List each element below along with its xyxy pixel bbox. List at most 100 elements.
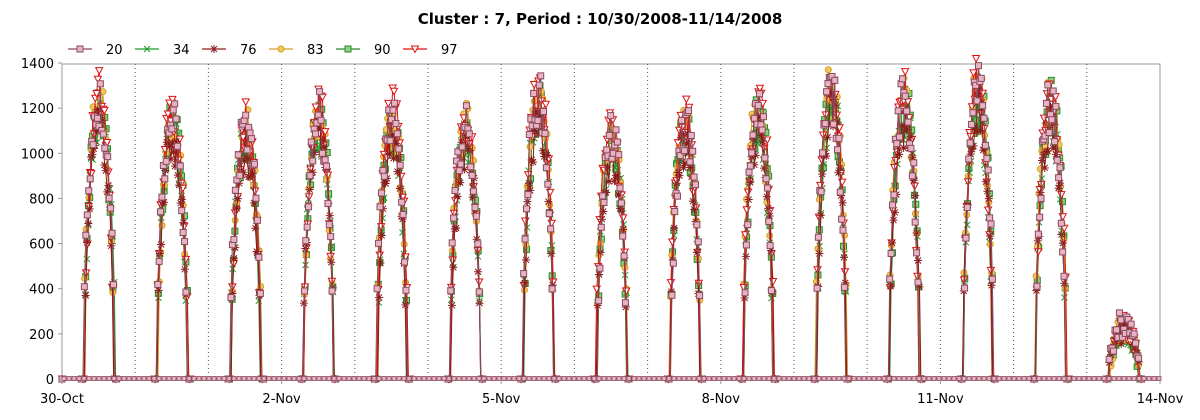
- data-point: [233, 194, 242, 203]
- data-point: [620, 252, 628, 260]
- data-point: [401, 258, 409, 266]
- data-point: [168, 138, 177, 147]
- data-point: [311, 103, 321, 112]
- baseline-point: [96, 376, 102, 381]
- data-point: [894, 107, 902, 115]
- baseline-point: [681, 376, 687, 381]
- data-point: [92, 89, 101, 99]
- data-point: [178, 207, 186, 215]
- baseline-point: [256, 376, 262, 381]
- baseline-point: [191, 376, 197, 381]
- data-point: [833, 117, 842, 126]
- data-point: [462, 102, 470, 110]
- baseline-point: [211, 376, 217, 381]
- baseline-point: [311, 376, 317, 381]
- data-point: [1060, 272, 1068, 280]
- baseline-point: [221, 376, 227, 381]
- data-point: [815, 226, 823, 234]
- baseline-point: [186, 376, 192, 381]
- data-point: [110, 281, 118, 289]
- data-point: [234, 151, 242, 159]
- data-point: [230, 236, 238, 244]
- data-point: [758, 136, 767, 145]
- data-point: [1110, 347, 1118, 355]
- data-point: [900, 68, 910, 77]
- data-point: [755, 84, 765, 93]
- baseline-point: [611, 376, 617, 381]
- baseline-point: [441, 376, 447, 381]
- data-point: [967, 103, 977, 112]
- baseline-point: [336, 376, 342, 381]
- y-tick-label: 400: [29, 283, 54, 298]
- data-point: [696, 291, 704, 299]
- baseline-point: [251, 376, 257, 381]
- data-point: [245, 123, 253, 131]
- data-point: [154, 286, 163, 295]
- baseline-point: [341, 376, 347, 381]
- data-point: [250, 198, 259, 207]
- baseline-point: [306, 376, 312, 381]
- data-point: [963, 221, 971, 229]
- data-point: [177, 195, 186, 204]
- data-point: [231, 186, 239, 194]
- data-point: [100, 106, 109, 115]
- baseline-point: [1046, 376, 1052, 381]
- data-point: [750, 160, 759, 169]
- data-point: [158, 193, 166, 201]
- data-point: [390, 99, 398, 107]
- data-point: [816, 211, 825, 220]
- data-point: [143, 45, 151, 53]
- data-point: [669, 259, 677, 267]
- baseline-point: [321, 376, 327, 381]
- data-point: [963, 203, 971, 211]
- vertical-grid: [134, 64, 1088, 379]
- data-point: [987, 281, 996, 290]
- data-point: [277, 45, 285, 53]
- data-point: [373, 285, 381, 293]
- baseline-point: [1101, 376, 1107, 381]
- data-point: [538, 146, 547, 155]
- x-tick-label: 14-Nov: [1137, 392, 1184, 407]
- baseline-point: [1011, 376, 1017, 381]
- data-point: [914, 278, 922, 286]
- data-point: [523, 205, 531, 213]
- data-point: [1037, 194, 1045, 202]
- data-point: [460, 165, 469, 174]
- data-point: [210, 45, 218, 53]
- data-point: [522, 255, 531, 264]
- baseline-point: [996, 376, 1002, 381]
- data-point: [613, 172, 622, 181]
- data-point: [979, 102, 987, 110]
- data-point: [181, 238, 189, 246]
- data-point: [1058, 239, 1067, 248]
- data-point: [767, 246, 776, 255]
- data-point: [256, 289, 264, 297]
- data-point: [323, 171, 333, 180]
- data-point: [1034, 230, 1042, 238]
- baseline-point: [691, 376, 697, 381]
- baseline-point: [546, 376, 552, 381]
- data-point: [827, 89, 836, 98]
- baseline-point: [746, 376, 752, 381]
- data-point: [228, 289, 237, 298]
- data-point: [746, 162, 754, 170]
- baseline-point: [476, 376, 482, 381]
- data-point: [458, 143, 466, 151]
- data-point: [530, 126, 539, 135]
- data-point: [377, 231, 386, 240]
- data-point: [690, 205, 699, 214]
- y-tick-label: 1200: [21, 102, 54, 117]
- data-point: [898, 121, 907, 130]
- data-point: [96, 80, 104, 88]
- data-point: [309, 157, 317, 165]
- x-axis: 30-Oct 2-Nov 5-Nov 8-Nov 11-Nov 14-Nov: [40, 379, 1184, 407]
- data-point: [750, 114, 758, 122]
- baseline-point: [486, 376, 492, 381]
- data-point: [389, 154, 398, 163]
- data-point: [1032, 272, 1040, 280]
- data-point: [521, 235, 529, 243]
- data-point: [968, 120, 976, 128]
- data-point: [988, 275, 996, 283]
- baseline-point: [266, 376, 272, 381]
- data-point: [966, 139, 974, 147]
